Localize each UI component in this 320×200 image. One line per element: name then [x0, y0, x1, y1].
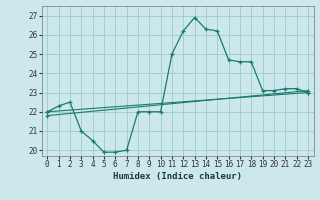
X-axis label: Humidex (Indice chaleur): Humidex (Indice chaleur) [113, 172, 242, 181]
